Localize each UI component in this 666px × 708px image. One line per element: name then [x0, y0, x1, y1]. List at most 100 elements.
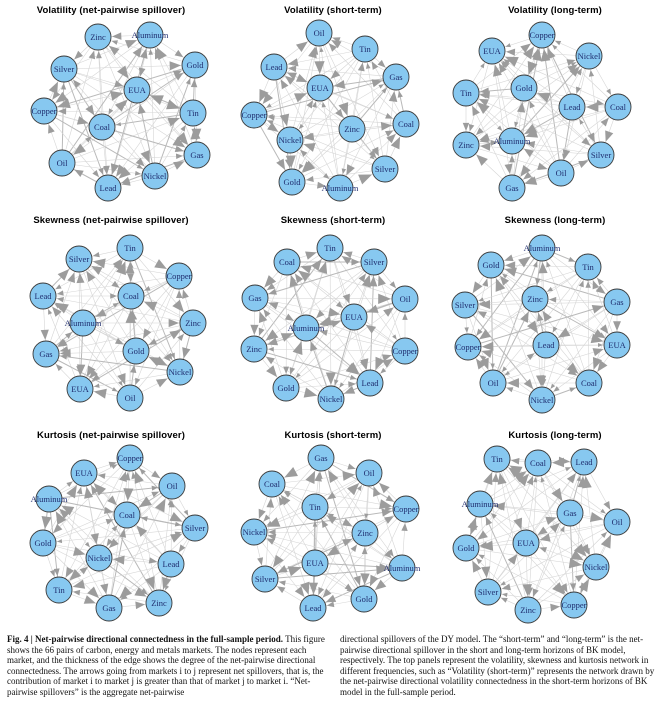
network-edge — [465, 461, 585, 549]
edge-arrowhead — [389, 281, 397, 289]
edge-arrowhead — [527, 320, 539, 334]
edge-arrowhead — [551, 487, 563, 502]
edge-arrowhead — [183, 509, 189, 516]
edge-arrowhead — [110, 163, 120, 175]
market-node-label: EUA — [306, 558, 324, 568]
edge-arrowhead — [384, 130, 394, 137]
network-edge — [534, 298, 618, 303]
edge-arrowhead — [149, 95, 164, 106]
edge-arrowhead — [388, 90, 398, 102]
market-node-label: Zinc — [246, 344, 262, 354]
edge-arrowhead — [570, 550, 584, 561]
market-node-label: Tin — [491, 454, 503, 464]
edge-arrowhead — [298, 270, 311, 282]
edge-arrowhead — [504, 163, 513, 175]
edge-arrowhead — [292, 341, 303, 356]
edge-arrowhead — [76, 116, 89, 125]
edge-arrowhead — [375, 356, 385, 371]
edge-arrowhead — [107, 495, 117, 506]
edge-arrowhead — [303, 143, 316, 152]
market-node — [113, 501, 141, 529]
network-edge — [271, 483, 365, 600]
panel-kurtosis-net-pairwise: Kurtosis (net-pairwise spillover) Copper… — [0, 425, 222, 636]
edge-arrowhead — [497, 125, 503, 131]
market-node-label: Zinc — [458, 140, 474, 150]
market-node-label: Copper — [392, 346, 417, 356]
edge-arrowhead — [377, 59, 386, 68]
market-node-label: Coal — [119, 510, 136, 520]
edge-arrowhead — [335, 108, 344, 118]
market-node-label: Gas — [102, 603, 115, 613]
edge-arrowhead — [265, 329, 279, 341]
market-node — [116, 384, 144, 412]
edge-arrowhead — [529, 100, 536, 109]
market-node — [351, 35, 379, 63]
edge-arrowhead — [344, 583, 353, 591]
edge-arrowhead — [384, 516, 394, 524]
edge-arrowhead — [552, 582, 565, 595]
edge-arrowhead — [298, 163, 304, 170]
edge-arrowhead — [590, 333, 604, 344]
market-node — [157, 550, 185, 578]
edge-arrowhead — [134, 170, 142, 176]
edge-arrowhead — [84, 486, 94, 499]
edge-arrowhead — [139, 48, 148, 59]
edge-arrowhead — [308, 46, 317, 59]
edge-arrowhead — [462, 122, 470, 131]
edge-arrowhead — [533, 476, 538, 483]
edge-arrowhead — [268, 288, 277, 295]
market-node — [70, 459, 98, 487]
edge-arrowhead — [490, 139, 499, 146]
edge-arrowhead — [513, 517, 523, 530]
market-node-label: Nickel — [144, 171, 167, 181]
edge-arrowhead — [56, 296, 64, 303]
edge-arrowhead — [266, 365, 278, 378]
market-node-label: Zinc — [90, 32, 106, 42]
network-edge — [273, 66, 386, 170]
market-node-label: Aluminum — [288, 323, 325, 333]
edge-arrowhead — [479, 142, 491, 151]
edge-arrowhead — [369, 154, 375, 160]
market-node — [498, 174, 526, 202]
edge-arrowhead — [490, 363, 495, 370]
edge-arrowhead — [559, 525, 565, 533]
market-node — [382, 63, 410, 91]
edge-arrowhead — [480, 357, 489, 370]
market-node-label: Aluminum — [132, 30, 169, 40]
edge-arrowhead — [580, 544, 590, 555]
network-edge — [329, 247, 406, 352]
market-node — [316, 234, 344, 262]
market-node — [122, 337, 150, 365]
edge-arrowhead — [562, 153, 567, 160]
market-node — [251, 565, 279, 593]
edge-arrowhead — [174, 521, 182, 527]
edge-arrowhead — [298, 123, 304, 130]
edge-arrowhead — [148, 557, 158, 564]
network-edge — [490, 264, 618, 346]
edge-arrowhead — [371, 146, 379, 157]
edge-arrowhead — [117, 372, 126, 385]
edge-arrowhead — [278, 580, 286, 586]
edge-arrowhead — [178, 544, 186, 553]
edge-arrowhead — [257, 557, 264, 566]
market-node — [355, 459, 383, 487]
market-node-label: Aluminum — [31, 494, 68, 504]
edge-arrowhead — [501, 366, 508, 373]
edge-arrowhead — [532, 261, 538, 268]
network-edge — [465, 547, 575, 606]
edge-arrowhead — [119, 528, 127, 538]
edge-arrowhead — [76, 272, 85, 284]
edge-arrowhead — [98, 167, 104, 175]
edge-arrowhead — [69, 569, 82, 581]
panel-title: Volatility (short-term) — [284, 5, 382, 16]
network-edge — [312, 472, 370, 609]
edge-arrowhead — [599, 324, 609, 334]
edge-arrowhead — [525, 141, 536, 149]
edge-arrowhead — [335, 301, 344, 309]
network-canvas: Aluminum Gold Tin Zinc Silver Gas Lead Copper EU… — [451, 234, 631, 414]
edge-arrowhead — [579, 118, 584, 125]
edge-arrowhead — [349, 374, 357, 380]
panel-title: Skewness (net-pairwise spillover) — [33, 215, 189, 226]
edge-arrowhead — [325, 372, 336, 386]
market-node-label: Oil — [167, 481, 179, 491]
